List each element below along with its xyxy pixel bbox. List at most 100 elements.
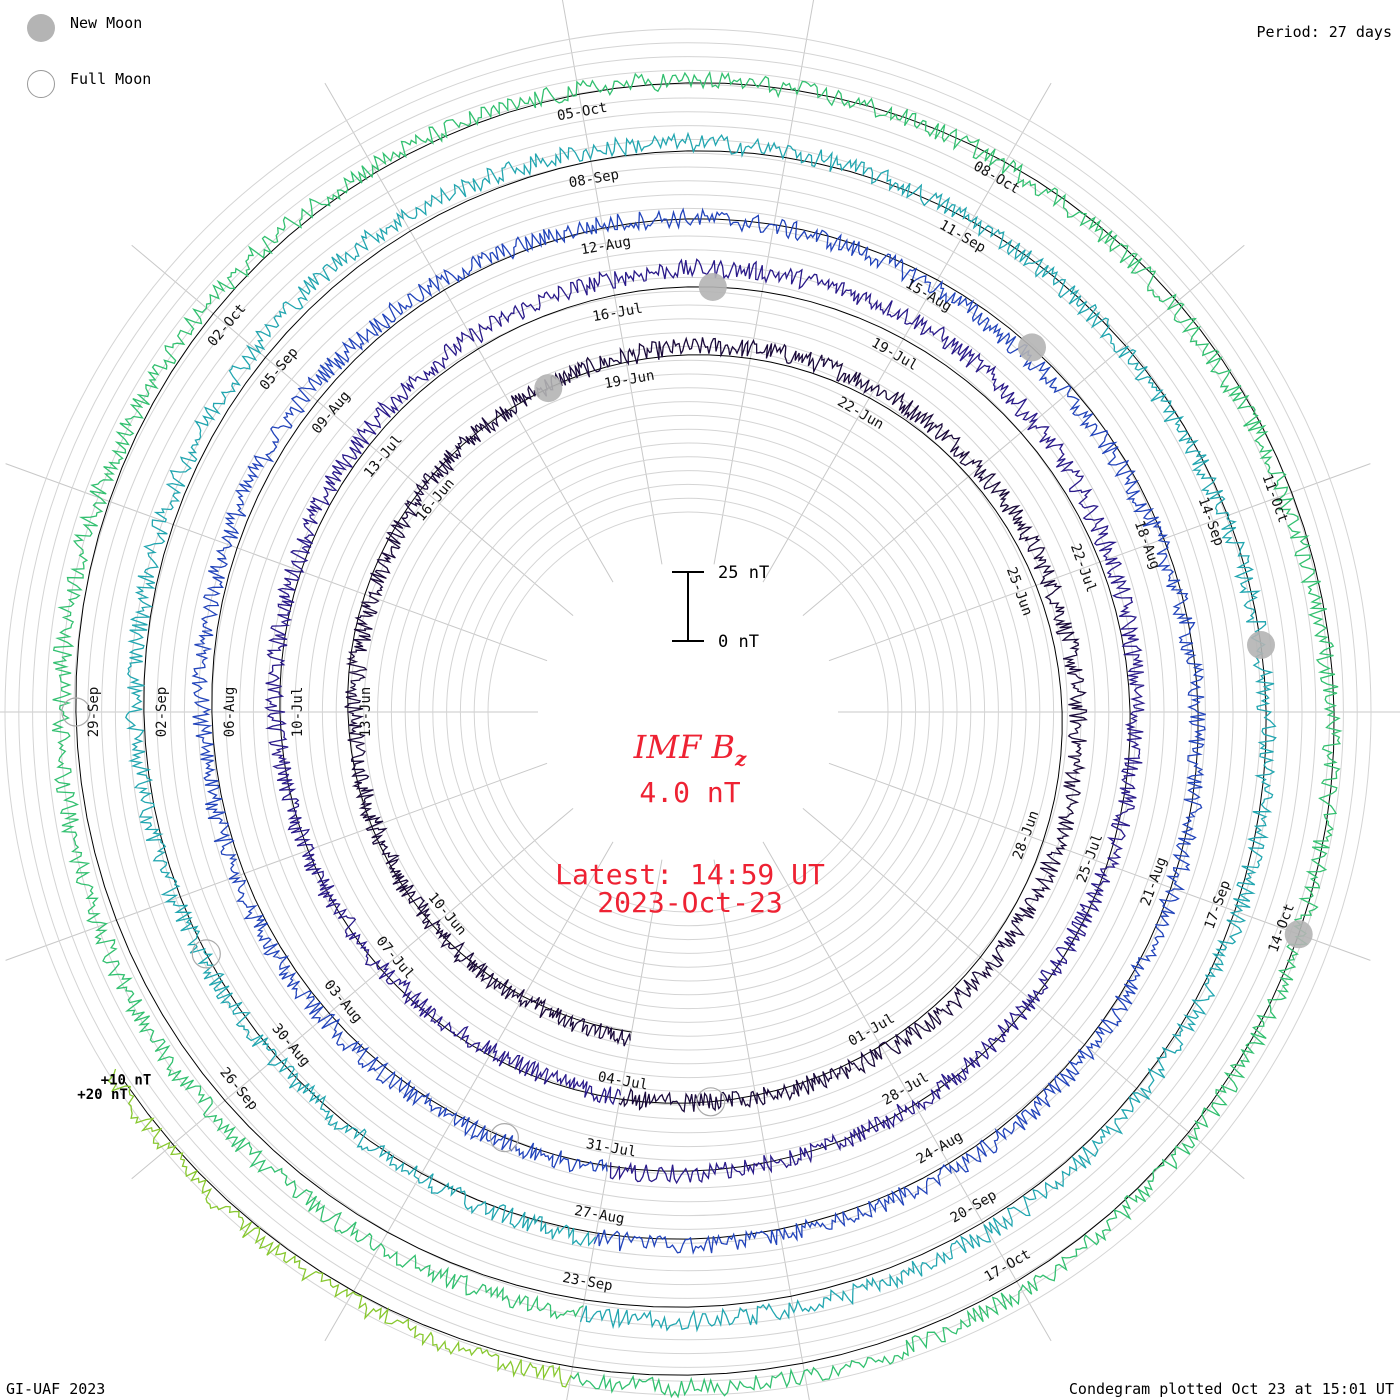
new-moon-marker (1247, 631, 1275, 659)
full-moon-legend-label: Full Moon (70, 70, 152, 88)
date-label: 31-Jul (585, 1136, 638, 1161)
new-moon-marker (1018, 333, 1046, 362)
date-label: 10-Jul (290, 687, 306, 738)
date-label: 24-Aug (914, 1128, 966, 1167)
new-moon-legend-label: New Moon (70, 14, 143, 32)
date-label: 19-Jun (603, 368, 656, 393)
grid-circle (473, 497, 903, 927)
grid-circle (446, 470, 930, 954)
grid-circle (114, 138, 1262, 1286)
grid-circle (101, 125, 1275, 1299)
grid-circle (266, 290, 1110, 1134)
grid-circle (390, 414, 986, 1010)
grid-circle (87, 111, 1289, 1313)
grid-circle (404, 428, 972, 996)
scale-bottom-label: 0 nT (718, 632, 759, 652)
scale-top-label: 25 nT (718, 563, 770, 583)
grid-circle (59, 83, 1317, 1341)
spoke-line (324, 841, 614, 1342)
spoke-line (802, 244, 1245, 616)
grid-circle (170, 194, 1206, 1230)
date-label: 06-Aug (222, 687, 238, 738)
bz-trace-turn-2 (264, 258, 1146, 1185)
new-moon-marker (698, 273, 727, 301)
ring-label: +10 nT (101, 1072, 152, 1088)
date-label: 23-Sep (561, 1270, 614, 1295)
bz-trace-turn-3 (191, 207, 1206, 1255)
full-moon-legend-icon (27, 70, 55, 98)
spoke-line (5, 762, 548, 961)
moon-markers (61, 273, 1313, 1153)
bz-trace-turn-1 (344, 336, 1088, 1113)
spoke-line (713, 859, 810, 1400)
spoke-line (5, 463, 548, 662)
center-value: 4.0 nT (639, 776, 741, 809)
grid-circle (142, 166, 1234, 1258)
grid-circle (459, 483, 917, 941)
center-title: IMF Bz (0, 728, 1380, 770)
spoke-line (762, 841, 1052, 1342)
date-label: 27-Aug (573, 1203, 626, 1228)
spoke-line (828, 762, 1371, 961)
grid-circle (363, 387, 1013, 1037)
scale-bar (672, 571, 704, 642)
bz-trace-turn-4 (125, 131, 1277, 1333)
full-moon-marker (61, 697, 91, 727)
grid-circle (4, 28, 1372, 1396)
full-moon-marker (696, 1087, 726, 1117)
grid-circle (432, 456, 944, 968)
bz-trace-turn-6 (107, 1068, 572, 1388)
grid-circle (183, 207, 1193, 1217)
date-label: 26-Sep (216, 1064, 261, 1113)
grid-circle (487, 511, 889, 913)
period-label: Period: 27 days (1256, 23, 1392, 41)
full-moon-marker (191, 939, 221, 969)
spoke-line (566, 859, 663, 1400)
spoke-line (802, 808, 1245, 1180)
zero-reference-circles (75, 82, 1335, 1376)
grid-circle (418, 442, 958, 982)
spoke-line (713, 0, 815, 565)
spoke-line (131, 244, 574, 616)
latest-date: 2023-Oct-23 (597, 886, 783, 919)
zero-reference-spiral (75, 82, 1335, 1376)
date-label: 09-Aug (309, 388, 354, 437)
grid-circle (308, 332, 1068, 1092)
spoke-line (561, 0, 663, 565)
date-label: 07-Jul (373, 933, 418, 982)
date-label: 16-Jul (591, 301, 644, 326)
grid-circle (377, 401, 999, 1023)
grid-circle (18, 42, 1358, 1382)
center-title-main: IMF B (633, 728, 735, 766)
new-moon-marker (534, 374, 563, 403)
date-label: 30-Aug (268, 1021, 313, 1070)
grid-circle (252, 276, 1124, 1148)
grid-circle (294, 318, 1082, 1106)
date-label: 08-Sep (568, 167, 621, 192)
grid-circle (45, 69, 1331, 1355)
credit-label: GI-UAF 2023 (6, 1380, 106, 1398)
latest-time: Latest: 14:59 UT (555, 858, 825, 891)
date-label: 28-Jun (1010, 809, 1042, 862)
new-moon-legend-icon (27, 14, 55, 42)
plotted-label: Condegram plotted Oct 23 at 15:01 UT (1068, 1380, 1394, 1398)
spoke-line (762, 82, 1052, 583)
date-label: 29-Sep (86, 687, 102, 738)
date-label: 02-Sep (154, 687, 170, 738)
new-moon-marker (1284, 920, 1313, 949)
grid-circle (156, 180, 1220, 1244)
date-label: 05-Oct (556, 100, 609, 125)
grid-circle (32, 56, 1344, 1368)
center-title-sub: z (734, 746, 747, 771)
grid-circle (239, 263, 1137, 1161)
date-label: 08-Oct (970, 158, 1022, 197)
grid-circle (335, 359, 1041, 1065)
date-label: 19-Jul (868, 335, 920, 374)
bz-traces (51, 70, 1343, 1399)
date-label: 13-Jun (358, 687, 374, 738)
bz-trace-turn-5 (51, 70, 1343, 1399)
full-moon-marker (489, 1122, 519, 1153)
ring-label: +20 nT (77, 1087, 128, 1103)
date-label: 20-Sep (948, 1187, 1000, 1226)
